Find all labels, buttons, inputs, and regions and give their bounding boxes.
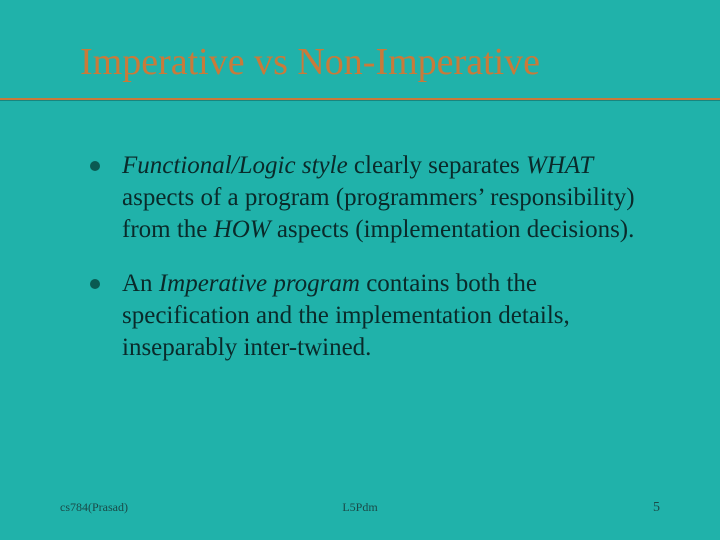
footer: cs784(Prasad) L5Pdm 5	[0, 500, 720, 516]
italic-text: HOW	[214, 216, 271, 243]
title-underline	[0, 98, 720, 100]
slide-title: Imperative vs Non-Imperative	[80, 40, 660, 84]
footer-page-number: 5	[653, 500, 660, 516]
bullet-item: An Imperative program contains both the …	[90, 268, 650, 364]
bullet-item: Functional/Logic style clearly separates…	[90, 150, 650, 246]
bullet-list: Functional/Logic style clearly separates…	[90, 150, 650, 364]
italic-text: Functional/Logic style	[122, 152, 348, 179]
footer-center: L5Pdm	[342, 500, 377, 515]
footer-left: cs784(Prasad)	[60, 500, 128, 515]
slide: Imperative vs Non-Imperative Functional/…	[0, 0, 720, 540]
plain-text: aspects (implementation decisions).	[271, 216, 635, 243]
italic-text: Imperative program	[159, 270, 360, 297]
italic-text: WHAT	[526, 152, 593, 179]
plain-text: clearly separates	[348, 152, 526, 179]
plain-text: An	[122, 270, 159, 297]
